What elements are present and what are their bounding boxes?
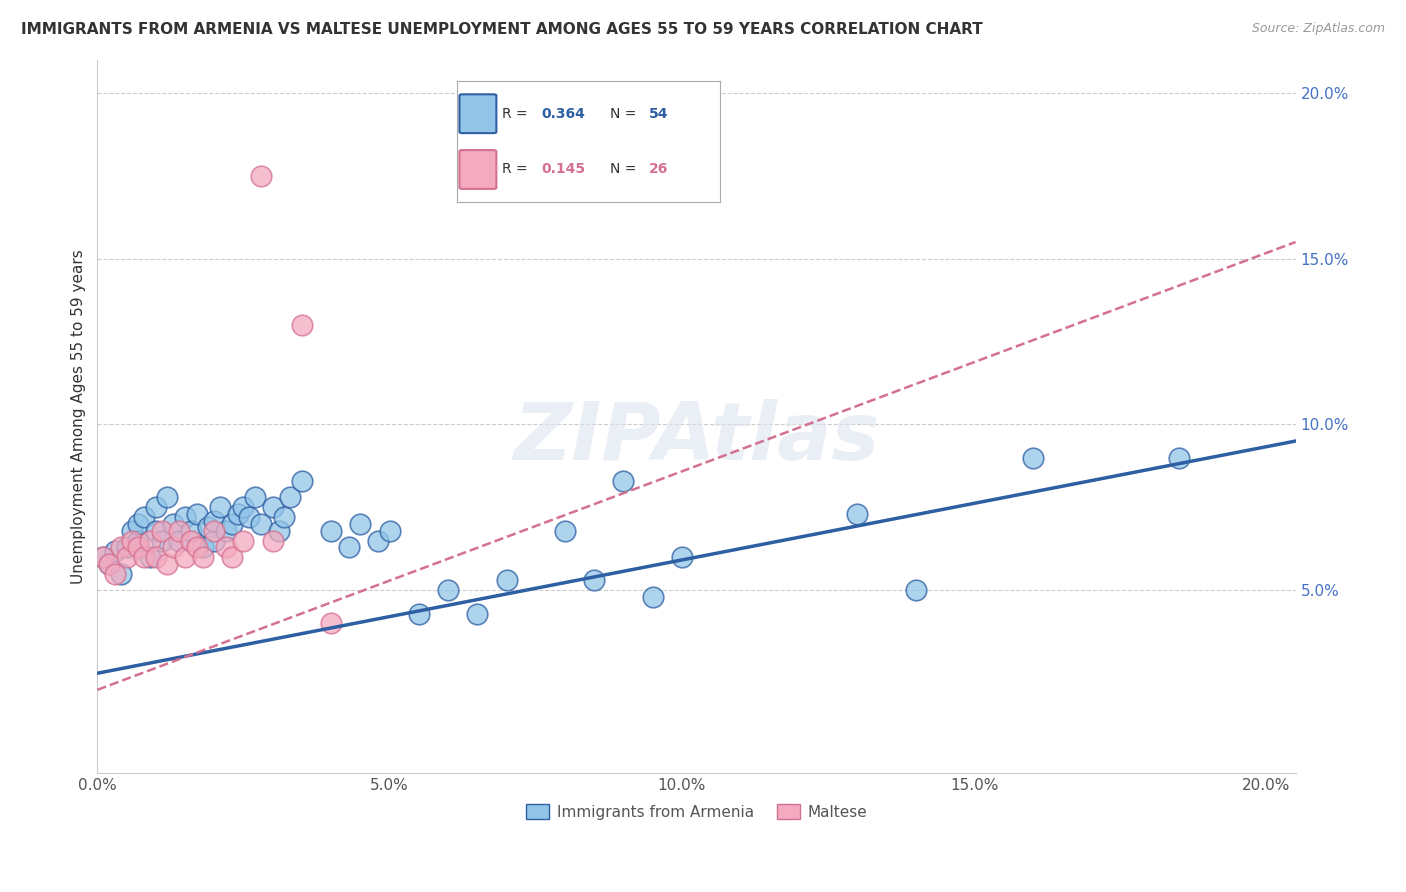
Point bbox=[145, 524, 167, 538]
Point bbox=[671, 550, 693, 565]
Point bbox=[180, 533, 202, 548]
Point bbox=[641, 590, 664, 604]
Point bbox=[238, 510, 260, 524]
Point bbox=[1167, 450, 1189, 465]
Text: IMMIGRANTS FROM ARMENIA VS MALTESE UNEMPLOYMENT AMONG AGES 55 TO 59 YEARS CORREL: IMMIGRANTS FROM ARMENIA VS MALTESE UNEMP… bbox=[21, 22, 983, 37]
Point bbox=[437, 583, 460, 598]
Point bbox=[232, 533, 254, 548]
Point bbox=[186, 540, 208, 554]
Point bbox=[180, 524, 202, 538]
Point bbox=[554, 524, 576, 538]
Point bbox=[91, 550, 114, 565]
Point bbox=[273, 510, 295, 524]
Point bbox=[278, 491, 301, 505]
Point bbox=[121, 524, 143, 538]
Point bbox=[465, 607, 488, 621]
Point bbox=[127, 516, 149, 531]
Point bbox=[104, 566, 127, 581]
Point bbox=[904, 583, 927, 598]
Point bbox=[262, 533, 284, 548]
Point bbox=[115, 540, 138, 554]
Point bbox=[221, 516, 243, 531]
Point bbox=[408, 607, 430, 621]
Point bbox=[250, 516, 273, 531]
Point bbox=[337, 540, 360, 554]
Point bbox=[349, 516, 371, 531]
Point bbox=[156, 491, 179, 505]
Point bbox=[267, 524, 290, 538]
Point bbox=[121, 533, 143, 548]
Point bbox=[132, 510, 155, 524]
Y-axis label: Unemployment Among Ages 55 to 59 years: Unemployment Among Ages 55 to 59 years bbox=[72, 249, 86, 583]
Point bbox=[291, 318, 314, 332]
Point bbox=[167, 524, 190, 538]
Point bbox=[132, 550, 155, 565]
Point bbox=[250, 169, 273, 183]
Point bbox=[174, 510, 197, 524]
Point bbox=[209, 500, 232, 515]
Point bbox=[495, 574, 517, 588]
Point bbox=[378, 524, 401, 538]
Point bbox=[321, 524, 343, 538]
Point bbox=[186, 507, 208, 521]
Point bbox=[202, 524, 225, 538]
Point bbox=[583, 574, 606, 588]
Point bbox=[197, 520, 219, 534]
Point bbox=[291, 474, 314, 488]
Point bbox=[221, 550, 243, 565]
Point bbox=[226, 507, 249, 521]
Point bbox=[202, 514, 225, 528]
Point bbox=[215, 540, 238, 554]
Point bbox=[232, 500, 254, 515]
Point bbox=[145, 500, 167, 515]
Point bbox=[846, 507, 869, 521]
Point bbox=[156, 557, 179, 571]
Point bbox=[139, 533, 162, 548]
Point bbox=[612, 474, 634, 488]
Point bbox=[321, 616, 343, 631]
Point bbox=[1021, 450, 1043, 465]
Point bbox=[145, 550, 167, 565]
Legend: Immigrants from Armenia, Maltese: Immigrants from Armenia, Maltese bbox=[520, 798, 873, 826]
Point bbox=[98, 557, 121, 571]
Point bbox=[98, 557, 121, 571]
Point bbox=[262, 500, 284, 515]
Point bbox=[174, 550, 197, 565]
Point bbox=[110, 540, 132, 554]
Point bbox=[127, 533, 149, 548]
Point bbox=[91, 550, 114, 565]
Point bbox=[167, 533, 190, 548]
Point bbox=[127, 540, 149, 554]
Point bbox=[162, 540, 184, 554]
Point bbox=[139, 550, 162, 565]
Point bbox=[191, 540, 214, 554]
Point bbox=[150, 524, 173, 538]
Point bbox=[215, 524, 238, 538]
Point bbox=[104, 543, 127, 558]
Text: Source: ZipAtlas.com: Source: ZipAtlas.com bbox=[1251, 22, 1385, 36]
Point bbox=[191, 550, 214, 565]
Point bbox=[367, 533, 389, 548]
Point bbox=[162, 516, 184, 531]
Point bbox=[115, 550, 138, 565]
Text: ZIPAtlas: ZIPAtlas bbox=[513, 399, 880, 476]
Point bbox=[202, 533, 225, 548]
Point bbox=[243, 491, 266, 505]
Point bbox=[150, 533, 173, 548]
Point bbox=[110, 566, 132, 581]
